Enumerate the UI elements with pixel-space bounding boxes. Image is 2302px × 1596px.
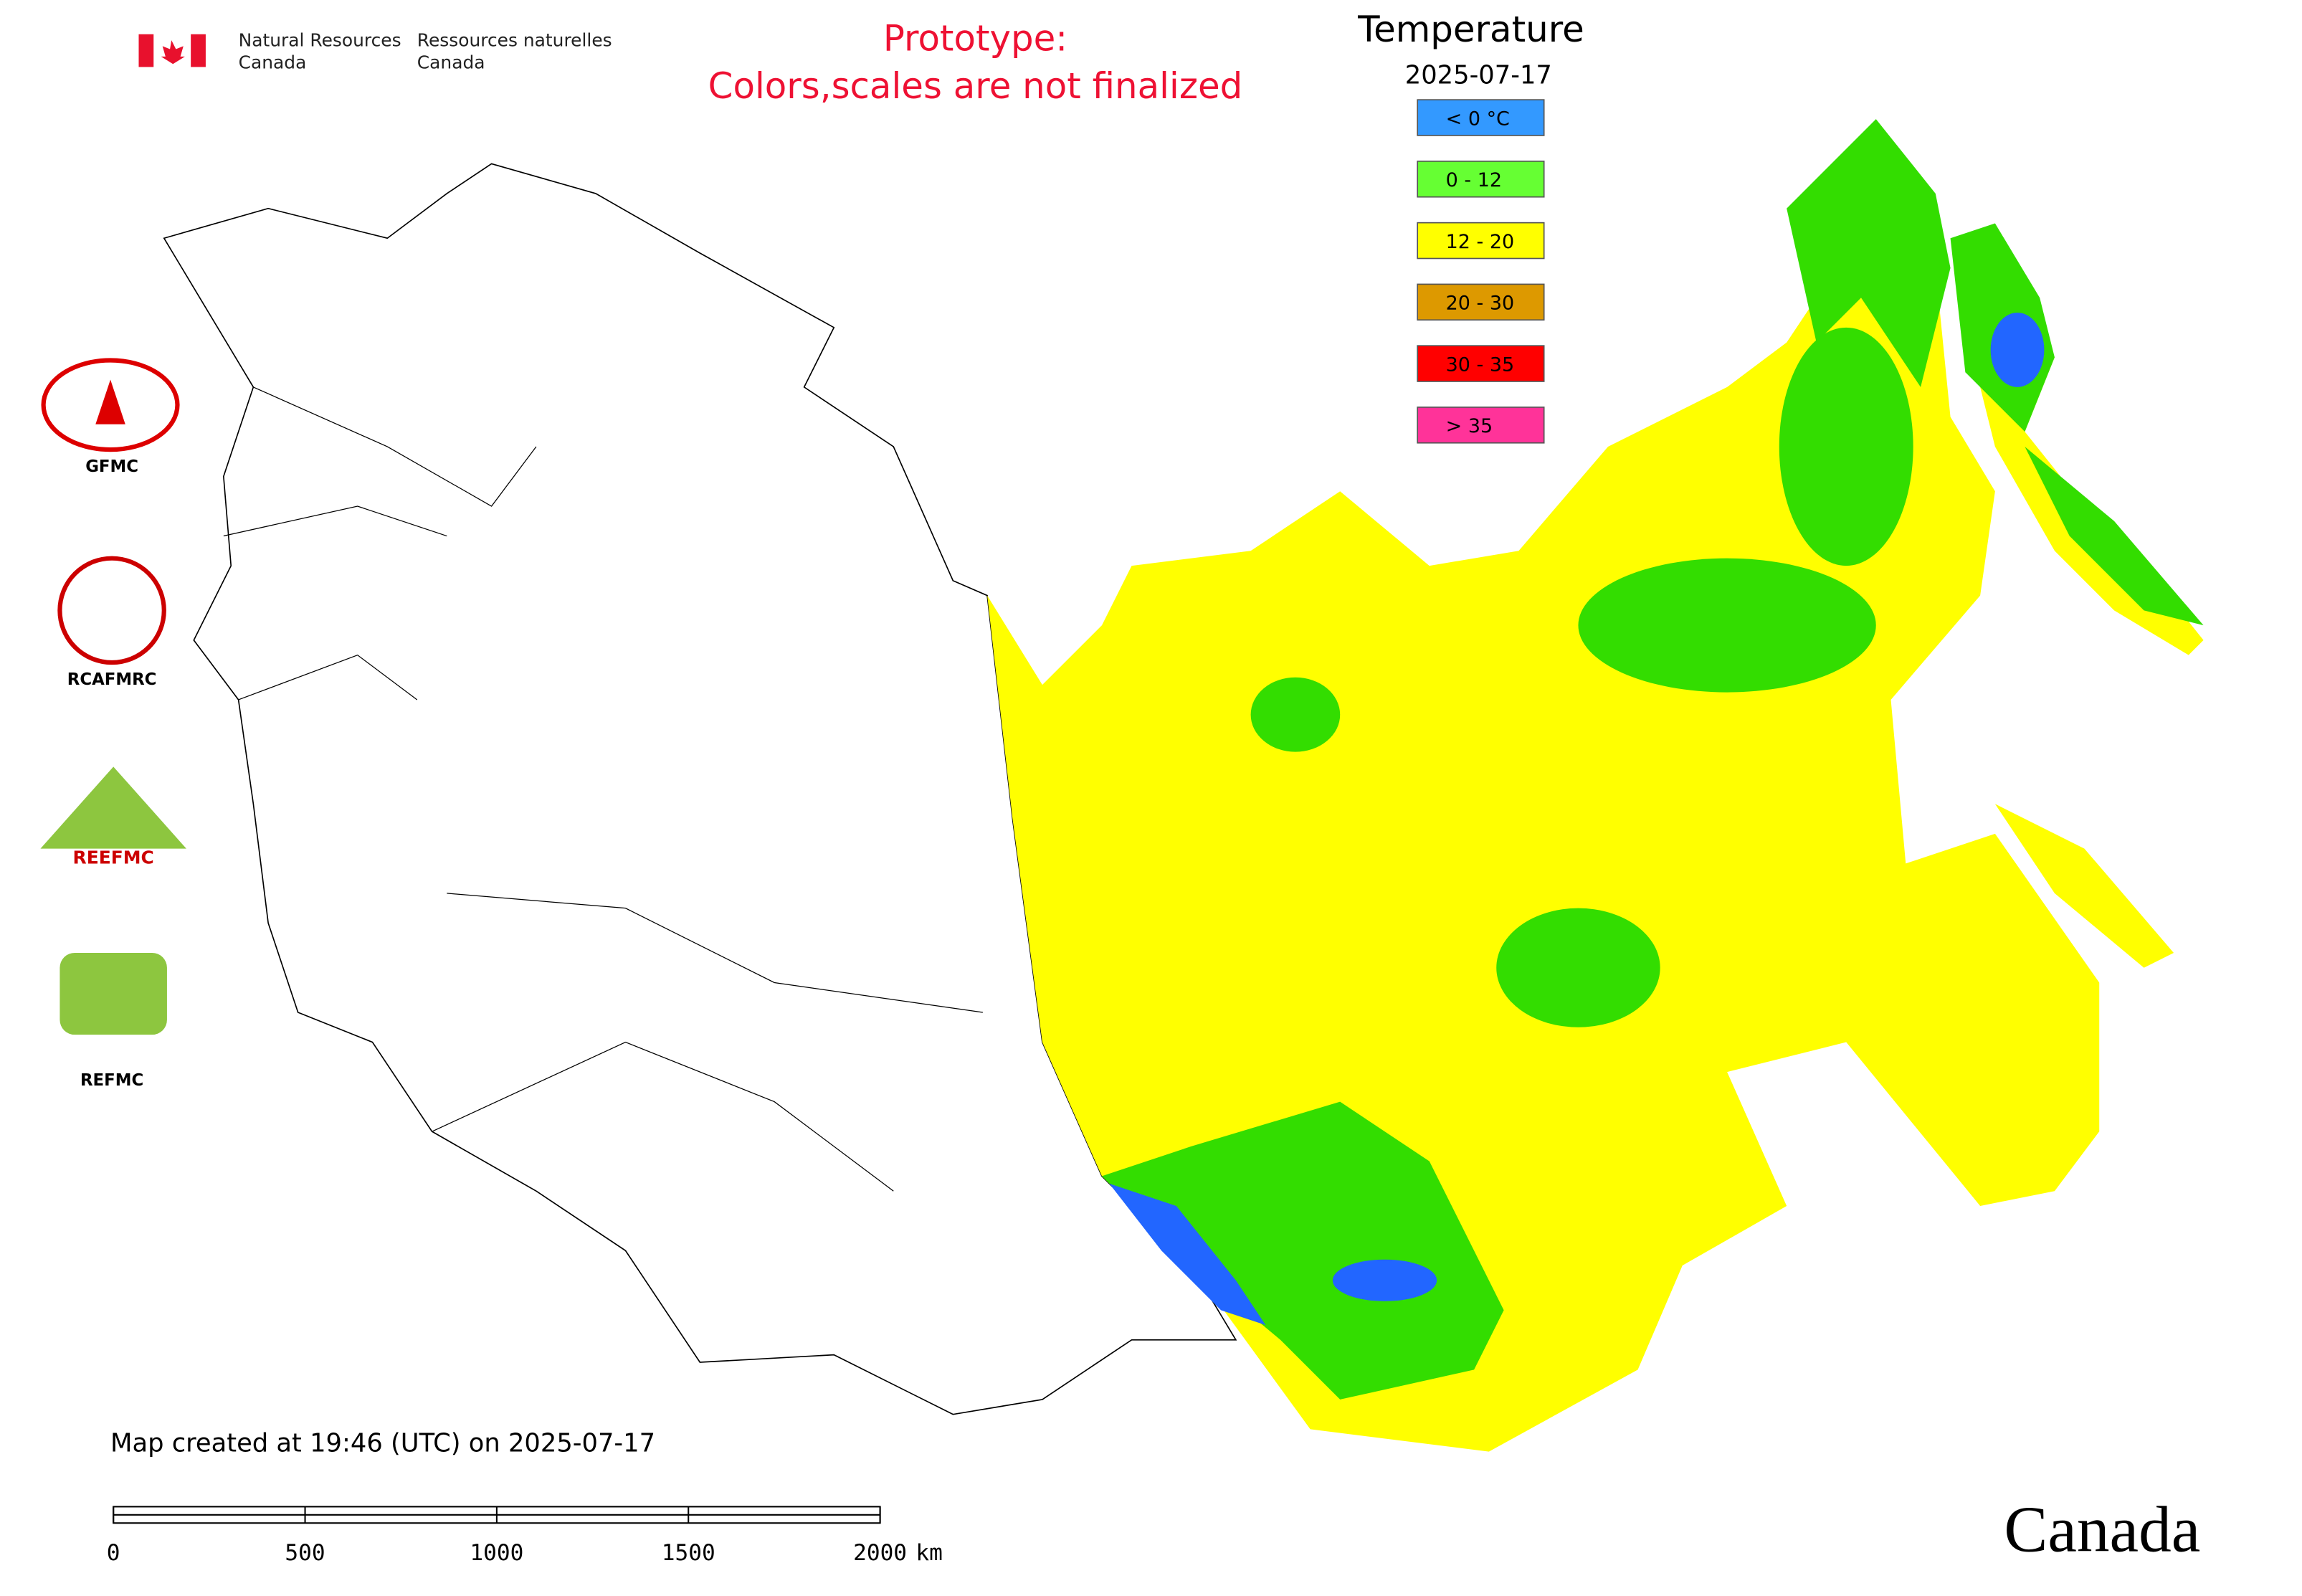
legend-swatch xyxy=(1417,99,1545,136)
legend-swatch xyxy=(1417,345,1545,382)
legend-label: > 35 xyxy=(1446,415,1493,437)
legend-swatch xyxy=(1417,407,1545,444)
temperature-field xyxy=(1994,804,2174,968)
created-note: Map created at 19:46 (UTC) on 2025-07-17 xyxy=(110,1429,655,1458)
scale-label: 500 xyxy=(285,1540,325,1566)
notice: Prototype: xyxy=(883,18,1067,60)
dept-fr: Ressources naturelles xyxy=(417,29,612,50)
logo-label: GFMC xyxy=(85,457,138,476)
legend-label: 0 - 12 xyxy=(1446,169,1502,191)
dept-en: Canada xyxy=(239,52,307,73)
legend-title: Temperature xyxy=(1357,9,1584,50)
flag xyxy=(138,34,206,67)
logos xyxy=(40,358,186,1035)
legend: < 0 °C 0 - 12 12 - 20 20 - 30 30 - 35 > 35 xyxy=(1417,99,1545,444)
notice: Colors,scales are not finalized xyxy=(708,65,1243,107)
scale-label: 0 xyxy=(107,1540,120,1566)
wordmark: Canada xyxy=(2004,1493,2200,1566)
scale-label: 1000 xyxy=(470,1540,523,1566)
legend-swatch xyxy=(1417,161,1545,198)
legend-swatch xyxy=(1417,222,1545,260)
logo-label: RCAFMRC xyxy=(67,670,157,689)
legend-label: 12 - 20 xyxy=(1446,231,1515,253)
scale-label: 1500 xyxy=(662,1540,715,1566)
cold-zones xyxy=(1109,313,2045,1326)
legend-label: 30 - 35 xyxy=(1446,353,1515,376)
scale-unit: km xyxy=(915,1540,942,1566)
logo-label: REEFMC xyxy=(73,847,154,868)
dept-fr: Canada xyxy=(417,52,485,73)
legend-label: < 0 °C xyxy=(1446,108,1510,130)
country-borders xyxy=(163,163,1237,1415)
scale-label: 2000 xyxy=(853,1540,907,1566)
dept-en: Natural Resources xyxy=(239,29,401,50)
logo-label: REFMC xyxy=(80,1071,143,1090)
legend-label: 20 - 30 xyxy=(1446,293,1515,315)
border-lines xyxy=(223,386,983,1192)
legend-date: 2025-07-17 xyxy=(1405,60,1552,90)
legend-swatch xyxy=(1417,283,1545,321)
scale-bar: 0 500 1000 1500 2000 km xyxy=(107,1506,943,1566)
